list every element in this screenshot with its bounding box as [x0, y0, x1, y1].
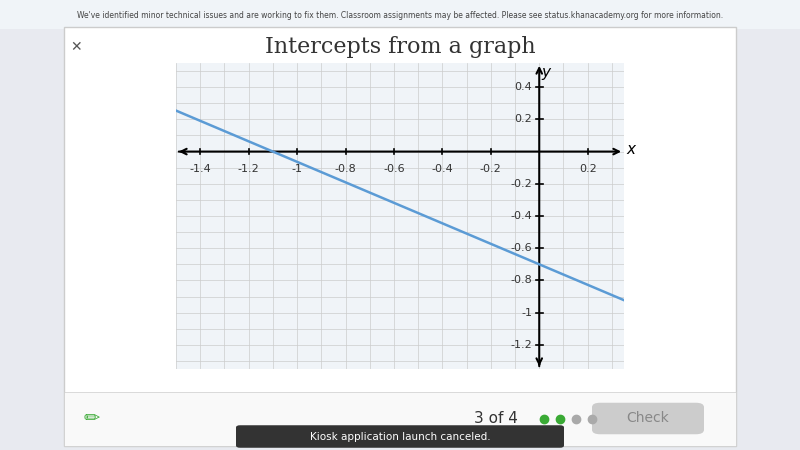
Text: x: x: [626, 142, 635, 157]
FancyBboxPatch shape: [0, 0, 800, 29]
Text: -1.2: -1.2: [510, 340, 532, 350]
Text: We've identified minor technical issues and are working to fix them. Classroom a: We've identified minor technical issues …: [77, 11, 723, 20]
Text: -0.2: -0.2: [480, 164, 502, 175]
Text: Kiosk application launch canceled.: Kiosk application launch canceled.: [310, 432, 490, 441]
Text: y: y: [542, 65, 550, 80]
Text: -1: -1: [521, 308, 532, 318]
Text: 0.4: 0.4: [514, 82, 532, 92]
Text: 0.2: 0.2: [514, 114, 532, 124]
Text: -0.2: -0.2: [510, 179, 532, 189]
FancyBboxPatch shape: [236, 425, 564, 448]
Text: ✕: ✕: [70, 40, 82, 54]
Text: 0.2: 0.2: [579, 164, 597, 175]
Text: -0.6: -0.6: [510, 243, 532, 253]
Text: -0.4: -0.4: [510, 211, 532, 221]
Text: -0.4: -0.4: [431, 164, 454, 175]
Text: Intercepts from a graph: Intercepts from a graph: [265, 36, 535, 58]
Text: Check: Check: [626, 411, 670, 426]
Text: -0.6: -0.6: [383, 164, 405, 175]
FancyBboxPatch shape: [592, 403, 704, 434]
Text: 3 of 4: 3 of 4: [474, 411, 518, 426]
Text: -0.8: -0.8: [334, 164, 356, 175]
FancyBboxPatch shape: [64, 27, 736, 446]
Text: -1.4: -1.4: [190, 164, 211, 175]
Text: -1: -1: [291, 164, 302, 175]
Text: -1.2: -1.2: [238, 164, 259, 175]
FancyBboxPatch shape: [64, 392, 736, 446]
Text: -0.8: -0.8: [510, 275, 532, 285]
Text: ✏: ✏: [84, 409, 100, 428]
